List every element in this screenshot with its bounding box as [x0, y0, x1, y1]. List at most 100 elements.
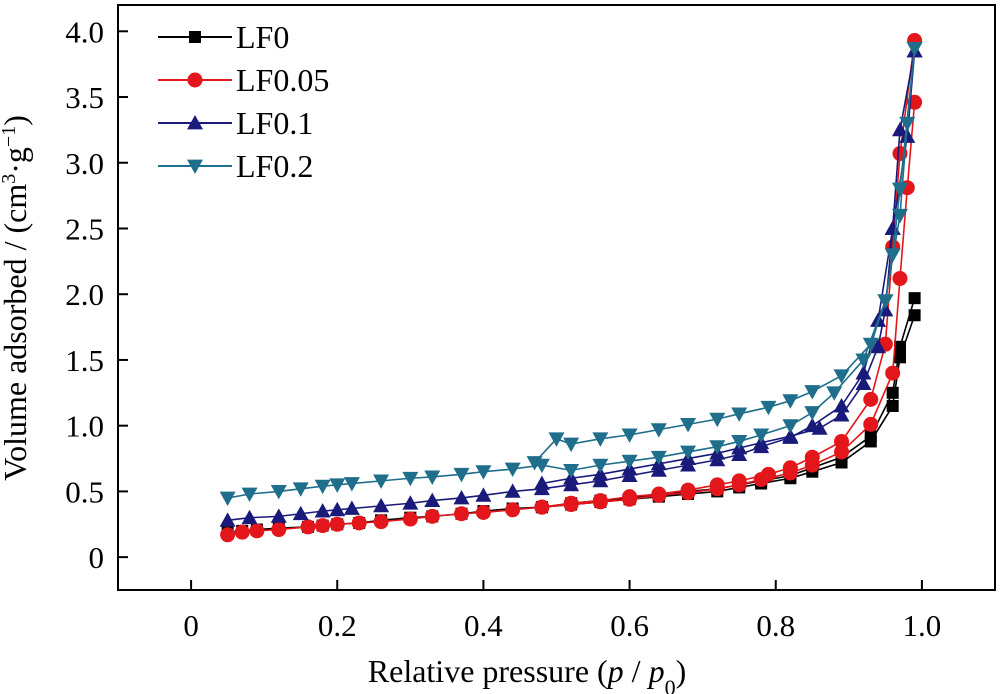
data-point [731, 435, 748, 450]
data-point [891, 182, 908, 198]
data-point [834, 433, 850, 449]
series-LF0.05 [220, 32, 923, 543]
data-point [782, 428, 799, 443]
plot-frame [117, 4, 996, 591]
data-point [885, 365, 901, 381]
data-point [329, 478, 346, 493]
data-point [760, 400, 777, 416]
legend-label: LF0.05 [236, 62, 329, 98]
data-point [760, 466, 776, 482]
data-point [563, 495, 579, 511]
data-point [234, 524, 250, 540]
data-point [314, 503, 331, 518]
data-point [241, 509, 258, 525]
data-point [533, 475, 550, 490]
data-point [870, 338, 887, 354]
data-point [855, 365, 872, 380]
data-point [475, 487, 492, 502]
legend-item: LF0 [158, 19, 289, 55]
data-point [622, 489, 638, 505]
data-point [908, 309, 921, 322]
y-tick-label: 1.0 [65, 409, 104, 444]
data-point [855, 375, 872, 391]
data-point [892, 270, 908, 286]
data-point [219, 512, 236, 527]
data-point [351, 515, 367, 531]
legend-item: LF0.1 [158, 105, 313, 141]
data-point [300, 519, 316, 535]
y-tick-label: 0.5 [65, 474, 104, 509]
data-point [709, 440, 726, 455]
data-point [864, 430, 877, 443]
data-point [592, 493, 608, 509]
data-point [709, 477, 725, 493]
legend: LF0 LF0.05 LF0.1 LF0.2 [158, 19, 329, 184]
data-point [314, 479, 331, 495]
data-point [863, 416, 879, 432]
data-point [475, 504, 491, 520]
data-point [329, 501, 346, 517]
data-point [424, 508, 440, 524]
data-point [884, 248, 901, 263]
data-point [453, 506, 469, 522]
data-point [621, 454, 638, 470]
data-point [424, 470, 441, 485]
data-point [893, 340, 906, 353]
legend-marker [187, 115, 203, 130]
y-tick-label: 3.0 [65, 146, 104, 181]
data-point [563, 437, 580, 453]
data-point [804, 385, 821, 400]
data-point [505, 502, 521, 518]
series-LF0.2 [219, 41, 923, 506]
legend-marker [187, 159, 203, 174]
data-point [315, 518, 331, 534]
legend-label: LF0 [236, 19, 289, 55]
data-point [402, 511, 418, 527]
data-point [249, 523, 265, 539]
x-tick-label: 0.6 [610, 608, 649, 643]
x-tick-label: 0.4 [464, 608, 503, 643]
legend-label: LF0.1 [236, 105, 313, 141]
data-point [292, 505, 309, 521]
data-point [886, 399, 899, 412]
x-tick-label: 0.2 [318, 608, 357, 643]
data-point [804, 406, 821, 421]
data-point [241, 487, 258, 503]
data-point [731, 407, 748, 422]
legend-marker [187, 72, 203, 88]
data-point [834, 444, 850, 460]
y-tick-label: 2.0 [65, 277, 104, 312]
data-point [402, 471, 419, 487]
x-tick-label: 0.8 [756, 608, 795, 643]
x-axis-title: Relative pressure (p / p0) [368, 653, 686, 694]
data-point [271, 522, 287, 538]
data-point [811, 420, 828, 435]
data-point [891, 121, 908, 137]
data-point [782, 460, 798, 476]
data-point [453, 467, 470, 483]
data-point [343, 477, 360, 492]
legend-label: LF0.2 [236, 148, 313, 184]
data-point [504, 462, 521, 478]
series-layer [219, 32, 923, 543]
data-point [877, 294, 894, 309]
data-point [863, 391, 879, 407]
data-point [534, 499, 550, 515]
data-point [424, 492, 441, 508]
data-point [906, 41, 923, 57]
data-point [753, 428, 770, 443]
data-point [621, 428, 638, 443]
data-point [680, 482, 696, 498]
data-point [680, 445, 697, 460]
data-point [402, 495, 419, 510]
data-point [453, 489, 470, 505]
y-tick-label: 2.5 [65, 211, 104, 246]
data-point [592, 466, 609, 481]
y-tick-label: 1.5 [65, 343, 104, 378]
data-point [826, 386, 843, 401]
data-point [343, 500, 360, 515]
data-point [650, 450, 667, 466]
x-tick-label: 1.0 [903, 608, 942, 643]
data-point [709, 412, 726, 428]
